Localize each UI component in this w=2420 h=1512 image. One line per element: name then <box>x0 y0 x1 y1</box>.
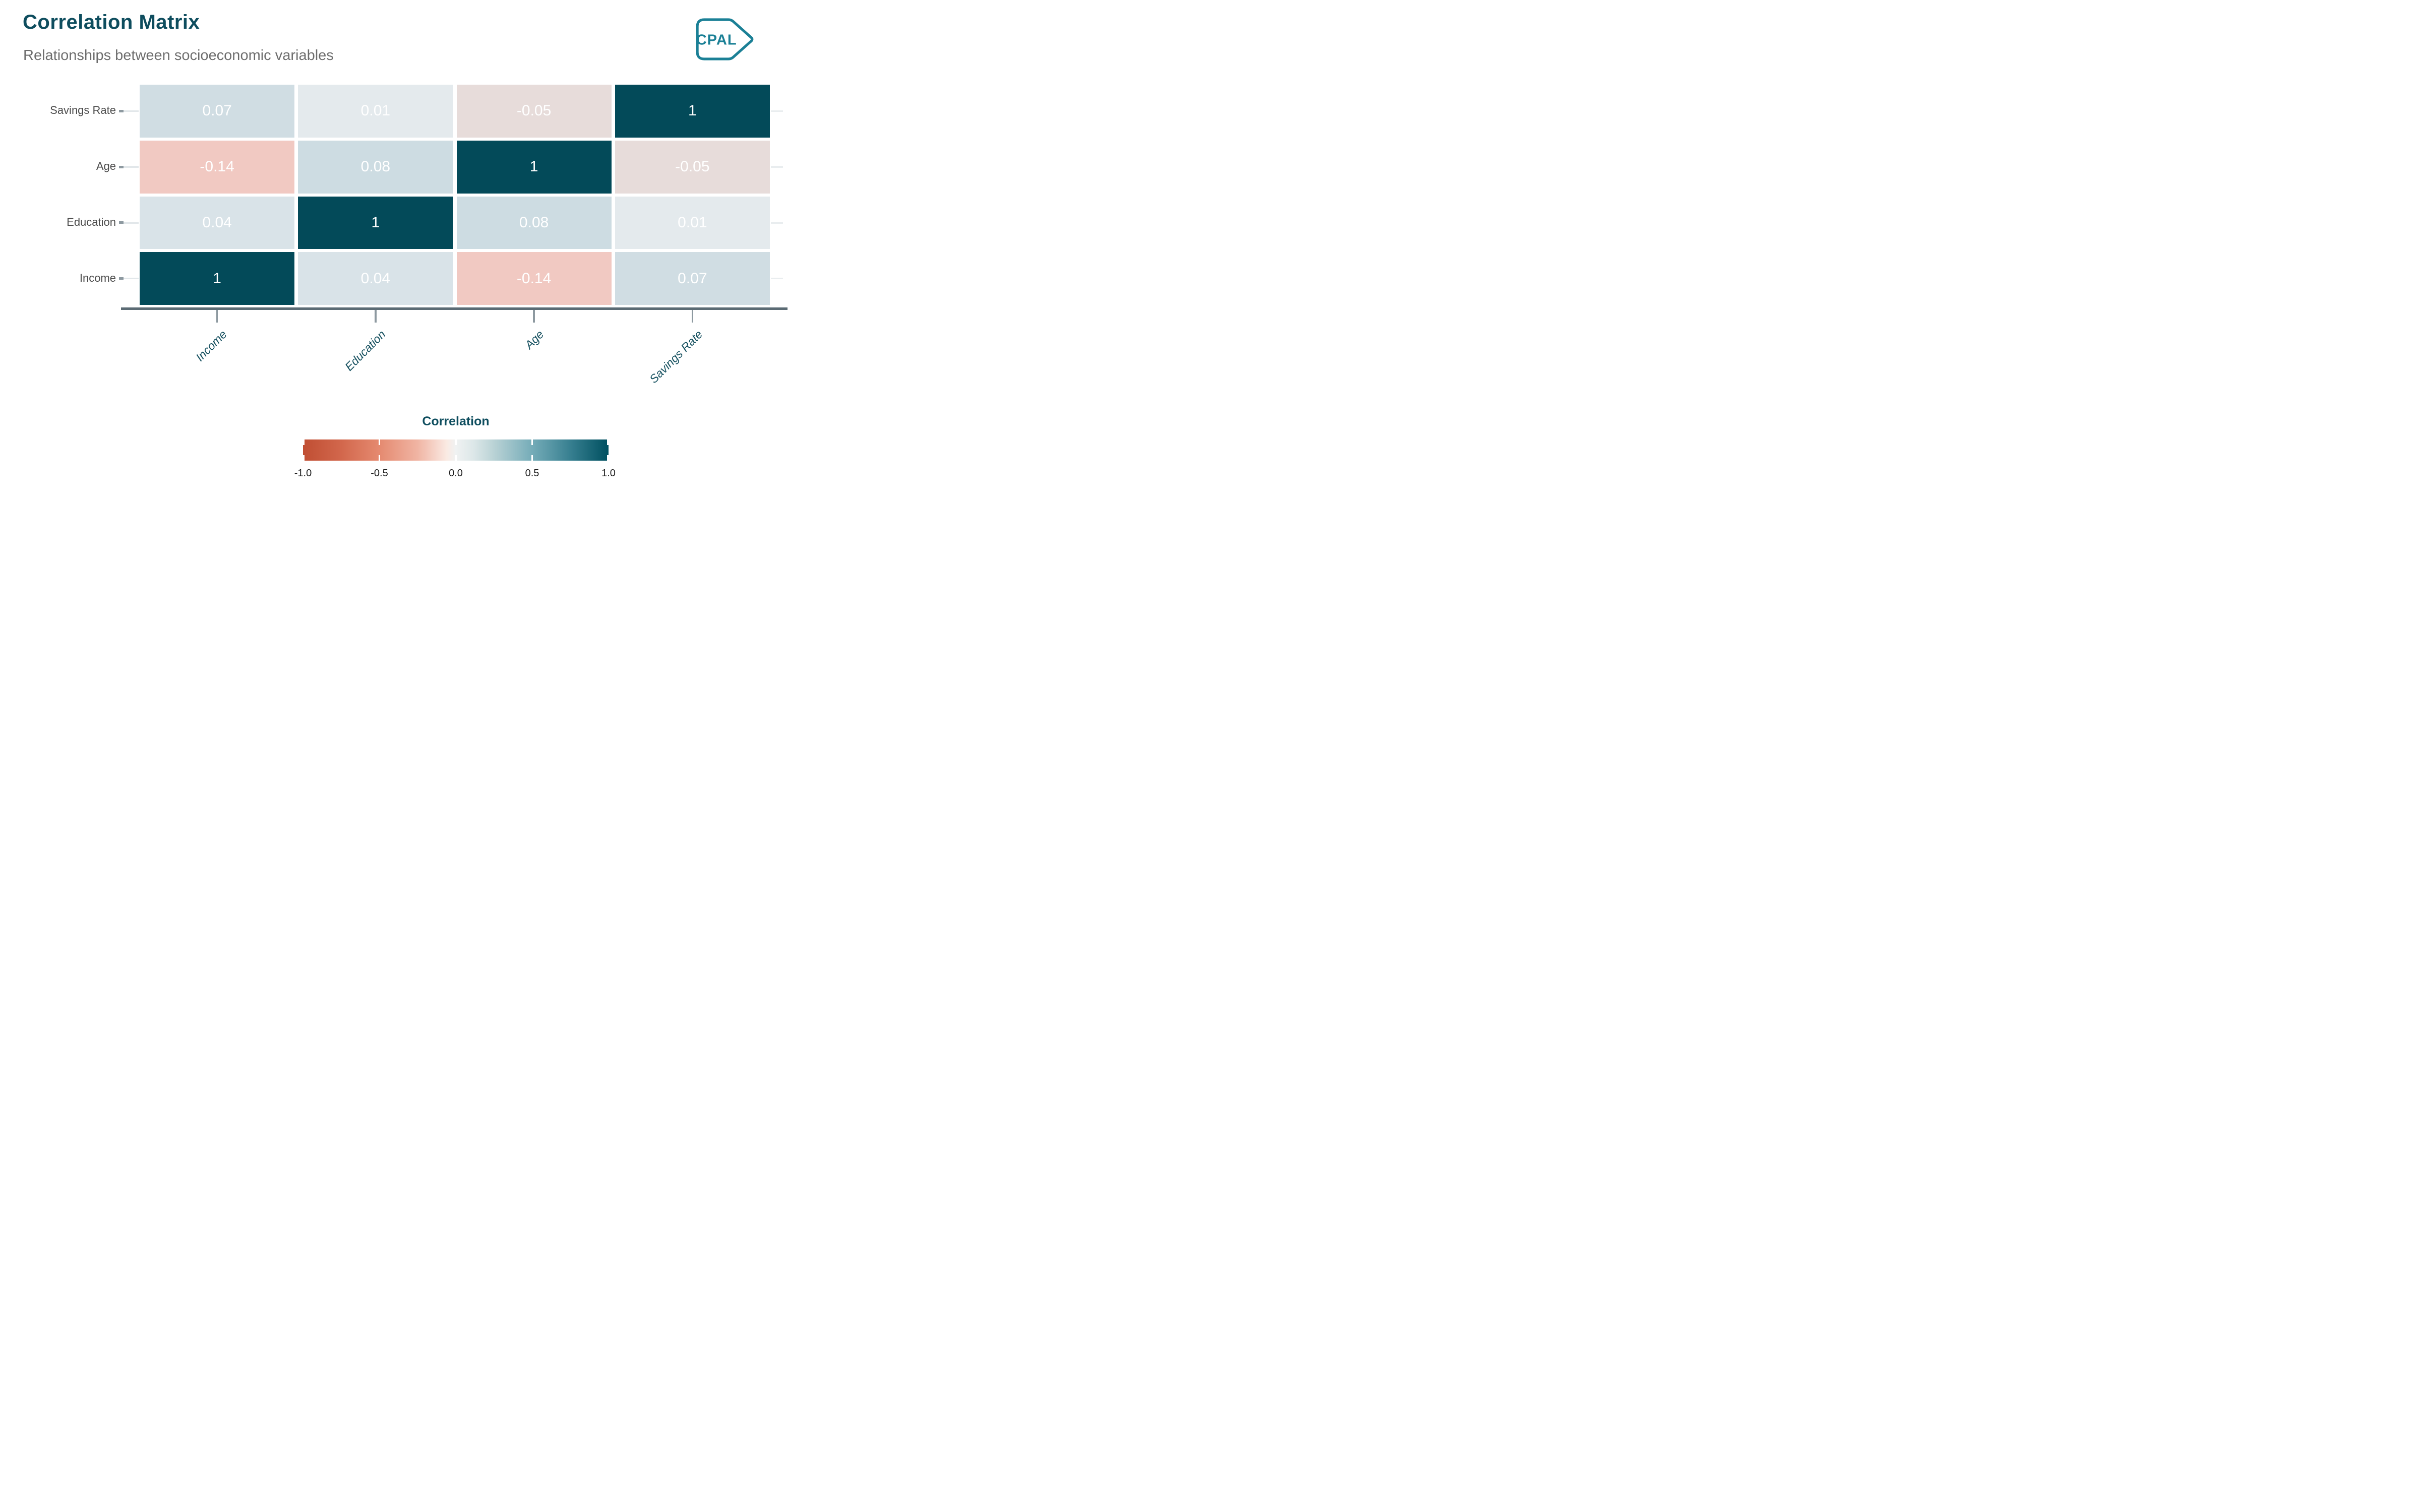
legend-colorbar-tick <box>455 455 457 461</box>
legend-tick-label: 0.0 <box>449 468 463 479</box>
y-axis-tick-light <box>124 166 139 168</box>
x-axis-label-text: Age <box>522 328 547 352</box>
x-axis-tick <box>216 310 218 323</box>
cpal-logo-badge-shape <box>696 18 754 60</box>
heatmap-cell: -0.14 <box>456 252 612 305</box>
y-axis-label: Education <box>67 215 116 228</box>
x-axis-label-text: Income <box>193 328 230 364</box>
legend-colorbar-tick <box>531 455 533 461</box>
legend-colorbar-tick <box>607 455 609 461</box>
legend-colorbar-tick <box>303 439 305 445</box>
y-axis-label: Age <box>96 160 116 173</box>
x-axis-label: Education <box>237 328 388 373</box>
y-axis-label: Savings Rate <box>50 104 116 117</box>
legend-colorbar-tick <box>303 455 305 461</box>
y-axis-tick-light <box>124 222 139 224</box>
legend-colorbar-tick <box>455 439 457 445</box>
x-axis-label: Age <box>396 328 546 351</box>
heatmap-cell: 0.01 <box>615 196 770 249</box>
y-axis-tick-right <box>771 110 783 112</box>
heatmap-cell: 1 <box>615 85 770 138</box>
y-axis-tick-dark <box>119 109 124 112</box>
heatmap-cell: 1 <box>140 252 295 305</box>
page-subtitle: Relationships between socioeconomic vari… <box>23 47 334 64</box>
heatmap-cell: -0.14 <box>140 140 295 194</box>
heatmap-cell: 0.07 <box>140 85 295 138</box>
x-axis-tick <box>691 310 694 323</box>
x-axis-label-text: Savings Rate <box>646 328 705 386</box>
legend-tick-label: 1.0 <box>601 468 616 479</box>
y-axis-tick-dark <box>119 221 124 224</box>
legend-tick-label: -1.0 <box>294 468 312 479</box>
heatmap-cell: -0.05 <box>615 140 770 194</box>
heatmap-cell: 0.07 <box>615 252 770 305</box>
heatmap-cell: 0.08 <box>298 140 453 194</box>
cpal-logo-text: CPAL <box>696 32 737 48</box>
y-axis-tick-light <box>124 110 139 112</box>
y-axis-tick-right <box>771 166 783 168</box>
x-axis-line <box>121 307 788 310</box>
legend-title: Correlation <box>422 414 490 428</box>
y-axis-tick-dark <box>119 277 124 280</box>
heatmap-cell: 0.08 <box>456 196 612 249</box>
legend-colorbar-tick <box>379 439 380 445</box>
heatmap-cell: 1 <box>456 140 612 194</box>
heatmap-cell: -0.05 <box>456 85 612 138</box>
legend-colorbar-tick <box>607 439 609 445</box>
cpal-logo-icon: CPAL <box>696 18 754 60</box>
correlation-heatmap: 0.07 0.01 -0.05 1 -0.14 0.08 1 -0.05 0.04 1 0.08 0.… <box>140 85 770 305</box>
legend-tick-label: -0.5 <box>371 468 388 479</box>
y-axis-tick-light <box>124 277 139 280</box>
x-axis-label: Income <box>79 328 229 364</box>
y-axis-tick-right <box>771 277 783 280</box>
legend-colorbar-tick <box>379 455 380 461</box>
x-axis-label: Savings Rate <box>554 328 705 386</box>
x-axis-label-text: Education <box>342 328 388 373</box>
heatmap-cell: 1 <box>298 196 453 249</box>
y-axis-label: Income <box>79 271 116 284</box>
y-axis-tick-dark <box>119 165 124 168</box>
chart-canvas: Correlation Matrix Relationships between… <box>0 0 807 504</box>
heatmap-cell: 0.04 <box>140 196 295 249</box>
x-axis-tick <box>375 310 377 323</box>
x-axis-tick <box>533 310 535 323</box>
heatmap-cell: 0.04 <box>298 252 453 305</box>
y-axis-tick-right <box>771 222 783 224</box>
page-title: Correlation Matrix <box>23 11 200 33</box>
legend-tick-label: 0.5 <box>525 468 539 479</box>
legend-colorbar-tick <box>531 439 533 445</box>
heatmap-cell: 0.01 <box>298 85 453 138</box>
